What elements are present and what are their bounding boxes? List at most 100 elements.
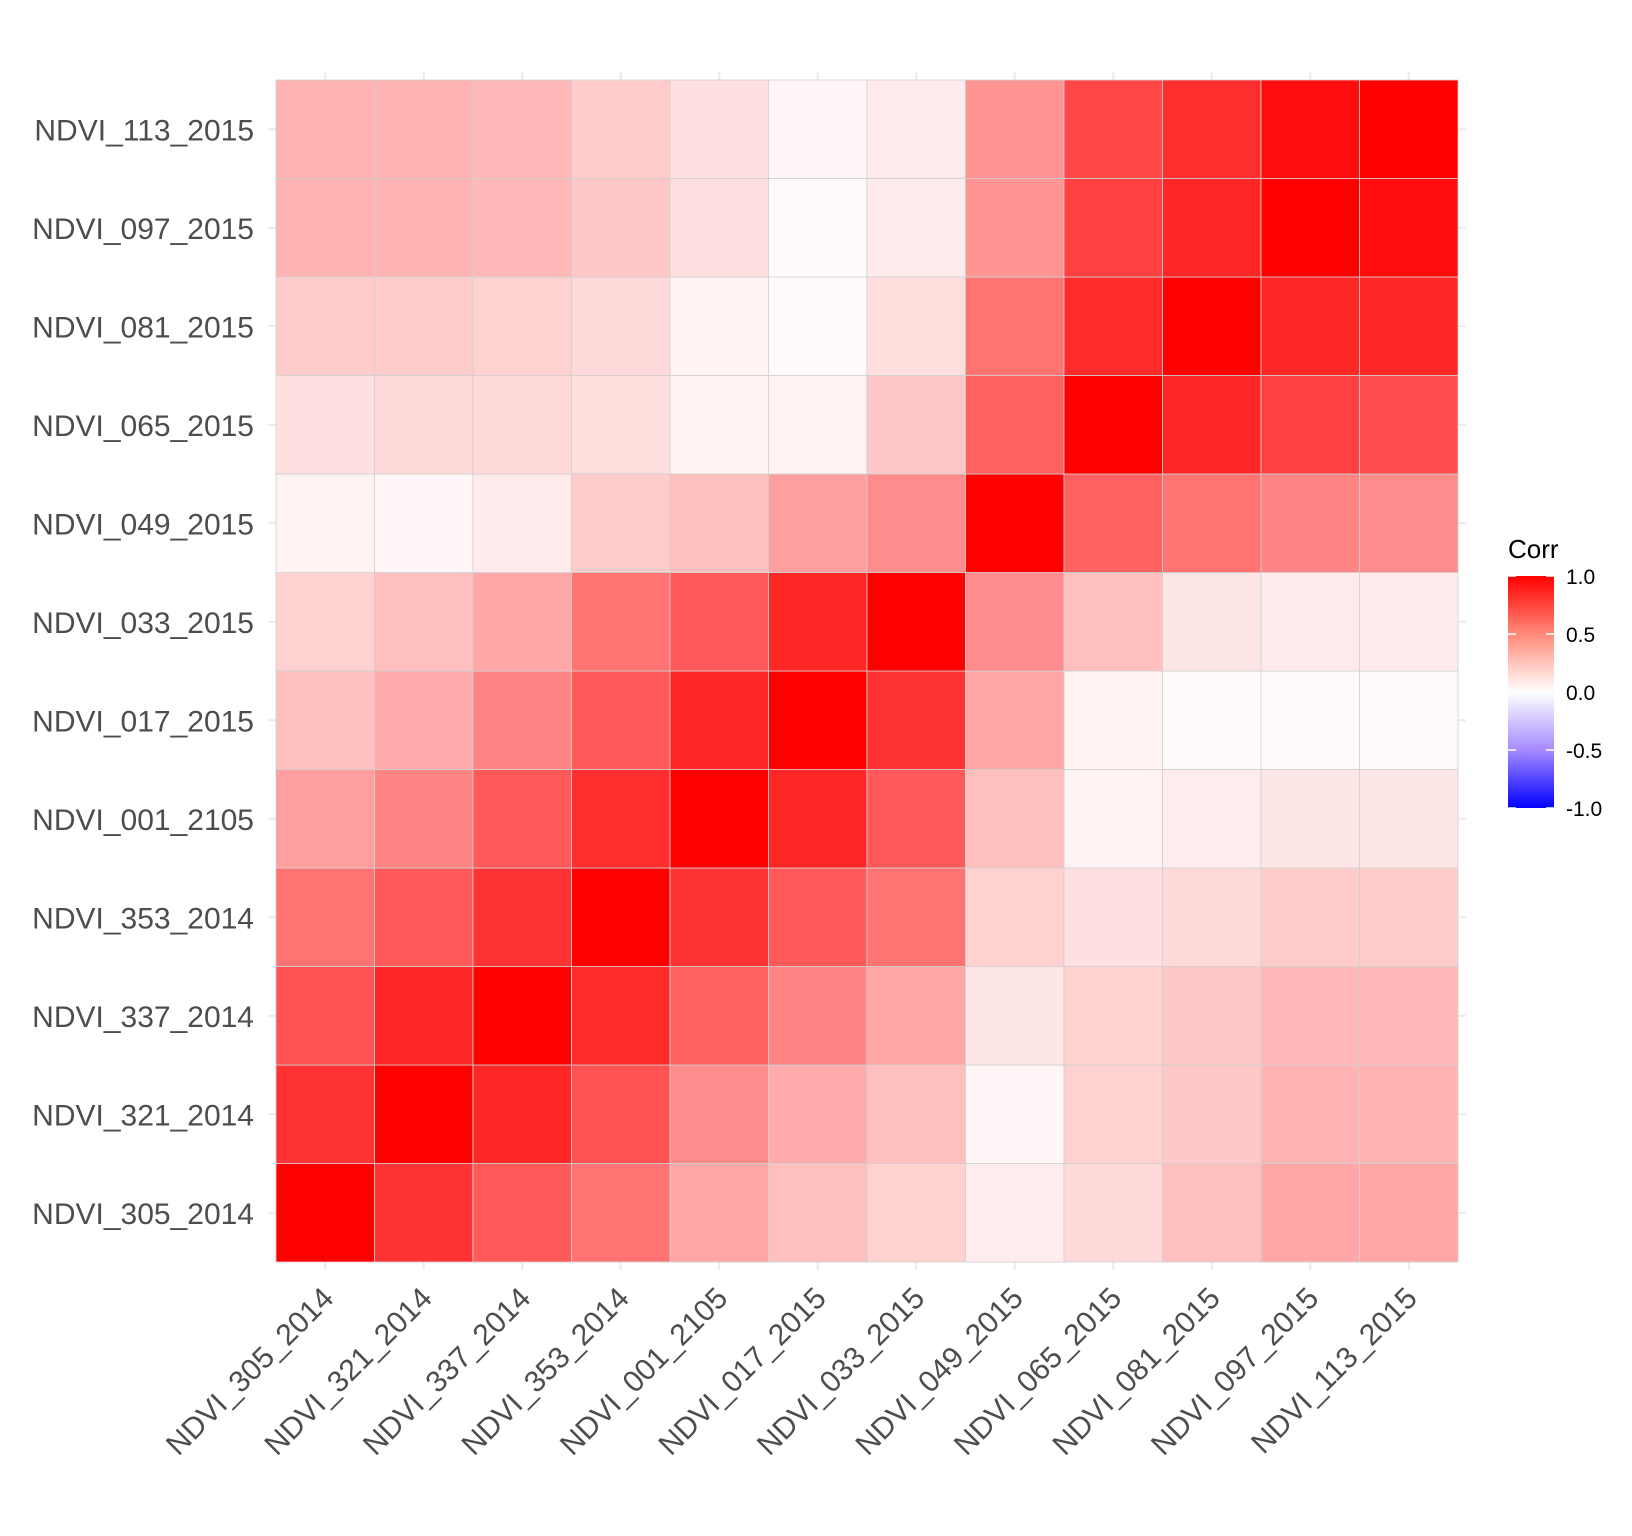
heatmap-cell <box>1260 473 1360 573</box>
y-tick-label: NDVI_017_2015 <box>32 705 254 738</box>
heatmap-cell <box>866 1064 966 1164</box>
heatmap-cell <box>669 670 769 770</box>
heatmap-cell <box>275 473 375 573</box>
heatmap-cell <box>965 1064 1065 1164</box>
heatmap-cell <box>1063 276 1163 376</box>
y-axis: NDVI_305_2014 NDVI_321_2014 NDVI_337_2014 N… <box>32 114 254 1231</box>
heatmap-cell <box>1359 178 1459 278</box>
heatmap-cell <box>1063 572 1163 672</box>
heatmap-cell <box>374 79 474 179</box>
heatmap-cell <box>275 1064 375 1164</box>
heatmap-cell <box>472 1064 572 1164</box>
heatmap-cell <box>768 769 868 869</box>
heatmap-cell <box>1063 769 1163 869</box>
heatmap-cell <box>571 670 671 770</box>
heatmap-cell <box>571 966 671 1066</box>
heatmap-cell <box>1359 1064 1459 1164</box>
heatmap-cell <box>866 276 966 376</box>
heatmap-cell <box>472 966 572 1066</box>
heatmap-cell <box>1162 473 1262 573</box>
x-tick-label: NDVI_097_2015 <box>1145 1282 1325 1462</box>
heatmap-cell <box>374 867 474 967</box>
heatmap-cell <box>571 375 671 475</box>
heatmap-cell <box>571 178 671 278</box>
heatmap-cell <box>275 1163 375 1263</box>
color-legend: Corr 1.0 0.5 0.0 -0.5 -1.0 <box>1508 534 1602 821</box>
heatmap-cell <box>374 572 474 672</box>
heatmap-cell <box>472 670 572 770</box>
x-tick-label: NDVI_321_2014 <box>258 1282 438 1462</box>
heatmap-cell <box>1162 572 1262 672</box>
x-tick-label: NDVI_305_2014 <box>160 1282 340 1462</box>
heatmap-cell <box>1162 1163 1262 1263</box>
legend-tick-label: 1.0 <box>1566 566 1595 589</box>
heatmap-cell <box>965 572 1065 672</box>
heatmap-cell <box>965 1163 1065 1263</box>
heatmap-cell <box>374 375 474 475</box>
heatmap-cell <box>571 473 671 573</box>
heatmap-cell <box>669 769 769 869</box>
heatmap-cell <box>866 670 966 770</box>
heatmap-cell <box>1162 276 1262 376</box>
heatmap-cell <box>1359 867 1459 967</box>
heatmap-cell <box>669 966 769 1066</box>
heatmap-cell <box>965 79 1065 179</box>
heatmap-cell <box>374 769 474 869</box>
heatmap-cell <box>571 276 671 376</box>
heatmap-cell <box>472 79 572 179</box>
heatmap-cell <box>768 79 868 179</box>
heatmap-cell <box>1063 966 1163 1066</box>
legend-title: Corr <box>1508 534 1559 564</box>
heatmap-cell <box>866 867 966 967</box>
heatmap-cell <box>1162 178 1262 278</box>
heatmap-cell <box>1359 375 1459 475</box>
heatmap-cell <box>669 79 769 179</box>
legend-tick-label: 0.0 <box>1566 682 1595 705</box>
heatmap-cell <box>1260 79 1360 179</box>
heatmap-cell <box>768 670 868 770</box>
heatmap-cell <box>1260 867 1360 967</box>
heatmap-cell <box>1359 276 1459 376</box>
heatmap-cell <box>965 769 1065 869</box>
heatmap-cell <box>374 1064 474 1164</box>
x-tick-label: NDVI_353_2014 <box>455 1282 635 1462</box>
heatmap-cell <box>472 276 572 376</box>
heatmap-cell <box>965 867 1065 967</box>
heatmap-cell <box>768 375 868 475</box>
heatmap-cell <box>472 178 572 278</box>
heatmap-cell <box>669 473 769 573</box>
heatmap-cell <box>1260 276 1360 376</box>
heatmap-cell <box>275 670 375 770</box>
heatmap-cell <box>669 572 769 672</box>
heatmap-cell <box>1063 178 1163 278</box>
y-tick-label: NDVI_113_2015 <box>34 114 254 147</box>
heatmap-cell <box>1359 1163 1459 1263</box>
heatmap-cell <box>866 769 966 869</box>
legend-tick-label: 0.5 <box>1566 624 1595 647</box>
x-tick-label: NDVI_113_2015 <box>1245 1282 1424 1461</box>
heatmap-cell <box>275 966 375 1066</box>
heatmap-cell <box>1359 572 1459 672</box>
x-axis: NDVI_305_2014NDVI_321_2014NDVI_337_2014N… <box>160 1282 1424 1462</box>
x-tick-label: NDVI_049_2015 <box>849 1282 1029 1462</box>
heatmap-cell <box>571 867 671 967</box>
heatmap-cell <box>669 1163 769 1263</box>
y-tick-label: NDVI_097_2015 <box>32 213 254 246</box>
x-tick-label: NDVI_337_2014 <box>357 1282 537 1462</box>
y-tick-label: NDVI_081_2015 <box>32 311 254 344</box>
heatmap-cell <box>1260 572 1360 672</box>
heatmap-cell <box>374 1163 474 1263</box>
heatmap-cell <box>1260 769 1360 869</box>
heatmap-cell <box>1162 79 1262 179</box>
heatmap-cell <box>275 867 375 967</box>
heatmap-cell <box>1063 79 1163 179</box>
heatmap-cell <box>1359 79 1459 179</box>
heatmap-cell <box>669 375 769 475</box>
heatmap-cell <box>571 1163 671 1263</box>
y-tick-label: NDVI_065_2015 <box>32 410 254 443</box>
heatmap-cell <box>1162 1064 1262 1164</box>
y-tick-label: NDVI_321_2014 <box>32 1099 254 1132</box>
heatmap-cell <box>571 79 671 179</box>
y-tick-label: NDVI_305_2014 <box>32 1198 254 1231</box>
